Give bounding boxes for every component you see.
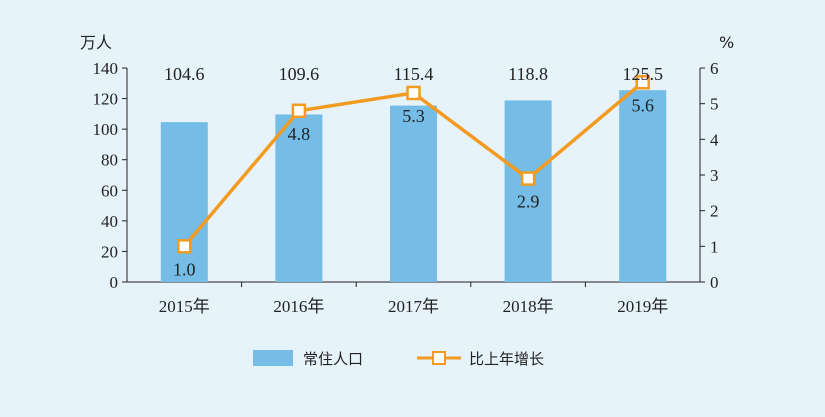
legend-bar-label: 常住人口 [303,350,363,368]
bar-value-label: 109.6 [279,64,320,84]
x-tick-label: 2016年 [273,297,324,316]
y-tick-label: 120 [93,90,119,109]
y2-tick-label: 4 [710,130,719,149]
bar [275,114,323,283]
line-point [520,171,536,186]
x-tick-label: 2018年 [503,297,554,316]
bar-value-label: 115.4 [394,64,434,84]
y-tick-label: 40 [101,212,118,231]
data-labels: 104.6 109.6 115.4 118.8 125.5 1.0 4.8 5.3 2.9 5.6 [164,64,663,279]
y-tick-label: 100 [93,120,119,139]
bar [390,105,437,282]
y2-tick-label: 5 [710,95,719,114]
bar [619,90,667,283]
line-point [406,85,421,101]
bar [504,100,552,282]
line-point [635,75,650,90]
y-tick-label: 140 [93,59,119,78]
growth-value-label: 5.3 [402,106,425,126]
growth-line [177,75,650,254]
bar-value-label: 118.8 [508,64,548,84]
y2-tick-label: 6 [710,59,719,78]
y-tick-label: 60 [101,181,118,200]
growth-value-label: 1.0 [173,259,196,279]
axes: 0 20 40 60 80 100 120 140 0 1 2 3 4 5 6 2015年 2016年 2017年… [93,59,720,316]
x-tick-label: 2019年 [617,297,668,316]
y2-tick-label: 0 [710,273,719,292]
bar-value-label: 104.6 [164,64,205,84]
y-tick-label: 0 [110,273,119,292]
legend-line-label: 比上年增长 [469,350,544,368]
y2-tick-label: 2 [710,202,719,221]
y-axis-title: 万人 [80,33,112,52]
growth-value-label: 2.9 [517,192,540,212]
bar [160,122,208,283]
y2-axis-title: % [719,33,734,52]
growth-value-label: 5.6 [631,95,654,115]
y-tick-label: 20 [101,242,118,261]
legend-bar-swatch [253,350,293,366]
line-point [291,103,307,119]
y-tick-label: 80 [101,151,118,170]
x-tick-label: 2017年 [388,297,439,316]
bar-value-label: 125.5 [622,64,663,84]
y2-tick-label: 1 [710,237,719,256]
bars [160,90,667,283]
legend-line-marker [432,351,446,365]
legend: 常住人口 比上年增长 [253,350,544,368]
line-point [177,239,192,254]
x-tick-label: 2015年 [159,297,210,316]
y2-tick-label: 3 [710,166,719,185]
growth-value-label: 4.8 [288,124,311,144]
